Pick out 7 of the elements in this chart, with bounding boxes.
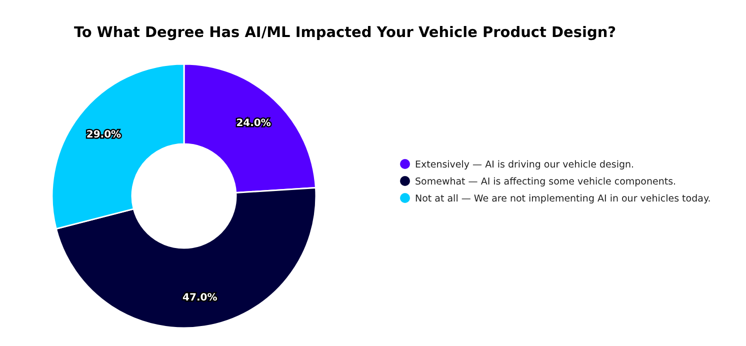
data-label: 29.0%: [86, 130, 122, 141]
legend-label: Extensively — AI is driving our vehicle design.: [415, 160, 634, 170]
legend-label: Not at all — We are not implementing AI in our vehicles today.: [415, 194, 711, 204]
legend-label: Somewhat — AI is affecting some vehicle components.: [415, 176, 676, 188]
data-label: 47.0%: [182, 292, 218, 304]
data-label: 24.0%: [236, 118, 271, 129]
chart-title: To What Degree Has AI/ML Impacted Your Vehicle Product Design?: [74, 25, 616, 41]
